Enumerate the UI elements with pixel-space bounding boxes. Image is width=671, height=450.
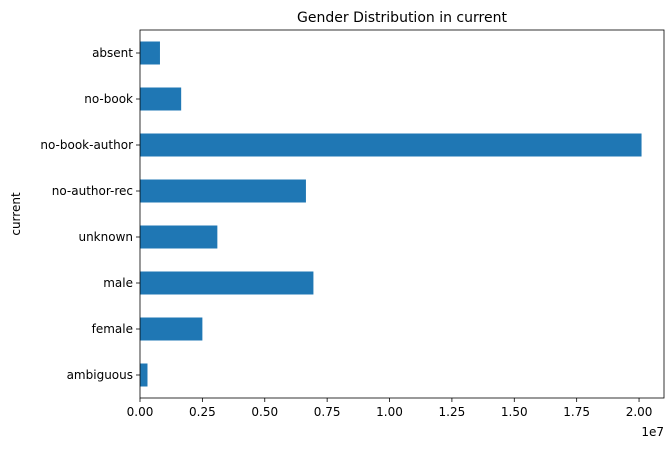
x-tick-label: 1.75: [563, 405, 590, 419]
y-tick-label: no-author-rec: [52, 184, 133, 198]
x-tick-label: 0.25: [189, 405, 216, 419]
y-tick-label: no-book: [84, 92, 133, 106]
y-tick-label: female: [92, 322, 133, 336]
x-tick-label: 0.75: [314, 405, 341, 419]
y-tick-label: male: [103, 276, 133, 290]
x-tick-label: 0.00: [127, 405, 154, 419]
bar-ambiguous: [140, 363, 148, 387]
x-tick-label: 2.00: [626, 405, 653, 419]
bar-no-book-author: [140, 133, 642, 157]
plot-frame: [139, 29, 665, 399]
y-axis-label: current: [9, 192, 23, 236]
y-tick-label: no-book-author: [40, 138, 133, 152]
bar-unknown: [140, 225, 218, 249]
x-offset-label: 1e7: [641, 425, 664, 439]
y-tick-label: ambiguous: [67, 368, 133, 382]
y-tick-label: absent: [92, 46, 133, 60]
y-ticks-group: ambiguous female male unknown no-author-rec n…: [40, 46, 140, 382]
x-tick-label: 1.25: [439, 405, 466, 419]
x-tick-label: 1.50: [501, 405, 528, 419]
chart-title: Gender Distribution in current: [297, 10, 507, 26]
bar-female: [140, 317, 203, 341]
x-tick-label: 1.00: [376, 405, 403, 419]
bar-no-book: [140, 87, 182, 111]
bar-male: [140, 271, 314, 295]
bar-no-author-rec: [140, 179, 306, 203]
bar-absent: [140, 41, 160, 65]
x-ticks-group: 0.00 0.25 0.50 0.75 1.00 1.25 1.50 1.75 2.00: [127, 398, 653, 419]
bars-group: [140, 41, 642, 387]
x-tick-label: 0.50: [251, 405, 278, 419]
y-tick-label: unknown: [78, 230, 133, 244]
